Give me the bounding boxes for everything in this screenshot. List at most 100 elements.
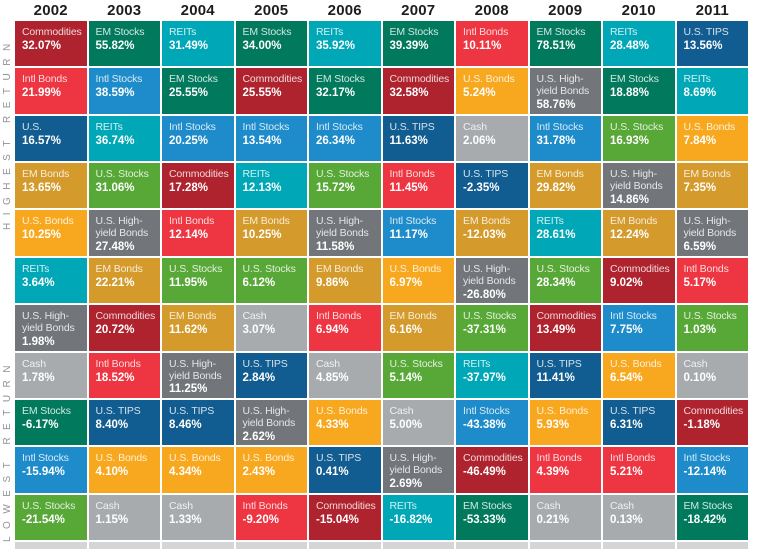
return-value: 11.63%: [389, 134, 428, 147]
asset-label: Intl Bonds: [536, 452, 582, 465]
return-value: -2.35%: [463, 182, 500, 195]
asset-label: U.S. TIPS: [242, 357, 288, 370]
asset-label: U.S. Bonds: [242, 452, 295, 465]
return-value: 26.34%: [316, 134, 356, 147]
return-value: 13.56%: [683, 39, 723, 52]
return-cell: Commodities -15.04%: [309, 494, 381, 540]
return-cell: U.S. Stocks -21.54%: [15, 494, 87, 540]
return-cell: Commodities 32.58%: [382, 68, 454, 114]
return-cell: U.S. TIPS 6.31%: [603, 399, 675, 446]
return-cell: EM Stocks 78.51%: [529, 21, 601, 67]
year-header: 2009: [548, 1, 583, 19]
asset-label: Cash: [610, 499, 634, 512]
return-value: 1.78%: [22, 371, 55, 384]
year-header: 2003: [107, 1, 142, 19]
return-value: 10.25%: [242, 229, 282, 242]
return-value: 6.16%: [389, 324, 423, 337]
asset-label: EM Stocks: [389, 26, 439, 38]
return-cell: U.S. 16.57%: [15, 115, 87, 162]
return-cell: Commodities 32.07%: [15, 21, 87, 67]
return-cell: U.S. Bonds 6.54%: [603, 352, 675, 398]
return-value: 11.62%: [169, 324, 208, 337]
asset-label: Commodities: [389, 73, 450, 86]
return-value: 13.54%: [242, 134, 282, 147]
asset-label: U.S. High-yield Bonds: [316, 215, 369, 240]
return-cell: Commodities -46.49%: [456, 447, 528, 493]
return-cell: U.S. High-yield Bonds 11.25%: [162, 352, 234, 398]
return-cell: U.S. TIPS 13.56%: [676, 21, 748, 67]
return-value: 34.00%: [242, 39, 282, 52]
return-value: 13.65%: [22, 182, 62, 195]
return-value: 3.07%: [242, 324, 276, 337]
return-cell: U.S. TIPS 8.46%: [162, 399, 234, 446]
return-cell: U.S. Bonds 4.34%: [162, 447, 234, 493]
return-value: 2.43%: [242, 466, 276, 479]
return-cell: EM Stocks -18.42%: [676, 494, 748, 540]
return-value: 12.24%: [610, 229, 650, 242]
return-value: 27.48%: [95, 241, 135, 254]
asset-label: U.S. Bonds: [22, 215, 74, 228]
return-cell: Intl Bonds 12.14%: [162, 210, 234, 256]
asset-label: EM Bonds: [536, 168, 584, 181]
return-cell: Intl Bonds 18.52%: [88, 352, 160, 398]
return-value: 6.97%: [389, 276, 423, 289]
return-cell: U.S. Bonds 10.25%: [15, 210, 87, 256]
return-cell: U.S. TIPS 11.63%: [382, 115, 454, 162]
return-cell: U.S. Stocks 5.14%: [382, 352, 454, 398]
asset-label: EM Bonds: [95, 262, 143, 275]
return-value: 11.58%: [316, 241, 355, 254]
return-value: 2.69%: [389, 478, 423, 491]
return-cell: Cash 1.78%: [15, 352, 87, 398]
asset-label: REITs: [169, 26, 197, 38]
return-cell: U.S. High-yield Bonds 27.48%: [88, 210, 160, 256]
asset-label: EM Bonds: [242, 215, 290, 228]
asset-label: U.S. TIPS: [536, 357, 582, 370]
return-value: 8.69%: [683, 87, 717, 100]
return-value: 7.84%: [683, 134, 717, 147]
return-cell: REITs 28.48%: [603, 21, 675, 67]
asset-label: REITs: [389, 499, 417, 512]
return-cell: U.S. TIPS -2.35%: [456, 163, 528, 209]
asset-label: U.S. High-yield Bonds: [389, 452, 443, 477]
return-value: 17.28%: [169, 182, 209, 195]
return-cell: U.S. Bonds 5.24%: [456, 68, 528, 114]
asset-label: U.S. Stocks: [22, 499, 76, 512]
return-cell: EM Bonds 6.16%: [382, 305, 454, 351]
return-value: 14.86%: [610, 194, 650, 207]
return-value: 2.06%: [463, 134, 496, 147]
return-cell: Intl Bonds 4.39%: [529, 447, 601, 493]
return-value: 32.17%: [316, 87, 356, 100]
return-value: 29.82%: [536, 182, 576, 195]
return-value: 25.55%: [169, 87, 209, 100]
asset-label: EM Stocks: [536, 26, 586, 38]
asset-label: EM Stocks: [683, 499, 733, 512]
return-cell: Cash 3.07%: [235, 305, 307, 351]
return-value: -37.97%: [463, 371, 506, 384]
return-cell: U.S. Stocks -37.31%: [456, 305, 528, 351]
asset-label: EM Bonds: [316, 262, 364, 275]
return-cell: U.S. Stocks 15.72%: [309, 163, 381, 209]
return-value: 20.25%: [169, 134, 209, 147]
return-value: 38.59%: [95, 87, 135, 100]
asset-label: EM Stocks: [169, 73, 218, 86]
return-cell: Intl Bonds 10.11%: [456, 21, 528, 67]
asset-label: Intl Bonds: [316, 310, 362, 323]
return-value: 31.49%: [169, 39, 209, 52]
return-cell: U.S. High-yield Bonds 11.58%: [309, 210, 381, 256]
asset-label: Intl Bonds: [463, 26, 509, 38]
return-value: 9.02%: [610, 276, 643, 289]
asset-label: U.S. Bonds: [316, 404, 368, 417]
return-cell: REITs 35.92%: [309, 21, 381, 67]
asset-label: Cash: [463, 120, 487, 133]
return-value: -53.33%: [463, 513, 506, 526]
cropped-next-row-stub: [235, 542, 307, 549]
asset-label: Intl Stocks: [536, 120, 584, 133]
return-value: 16.57%: [22, 134, 62, 147]
asset-label: Cash: [536, 499, 561, 512]
return-cell: Cash 1.15%: [88, 494, 160, 540]
asset-label: Intl Stocks: [169, 120, 216, 133]
return-value: -1.18%: [683, 418, 720, 431]
asset-label: Intl Stocks: [316, 120, 363, 133]
lowest-return-axis-label: LOWEST RETURN: [2, 358, 13, 542]
return-value: 7.35%: [683, 182, 717, 195]
